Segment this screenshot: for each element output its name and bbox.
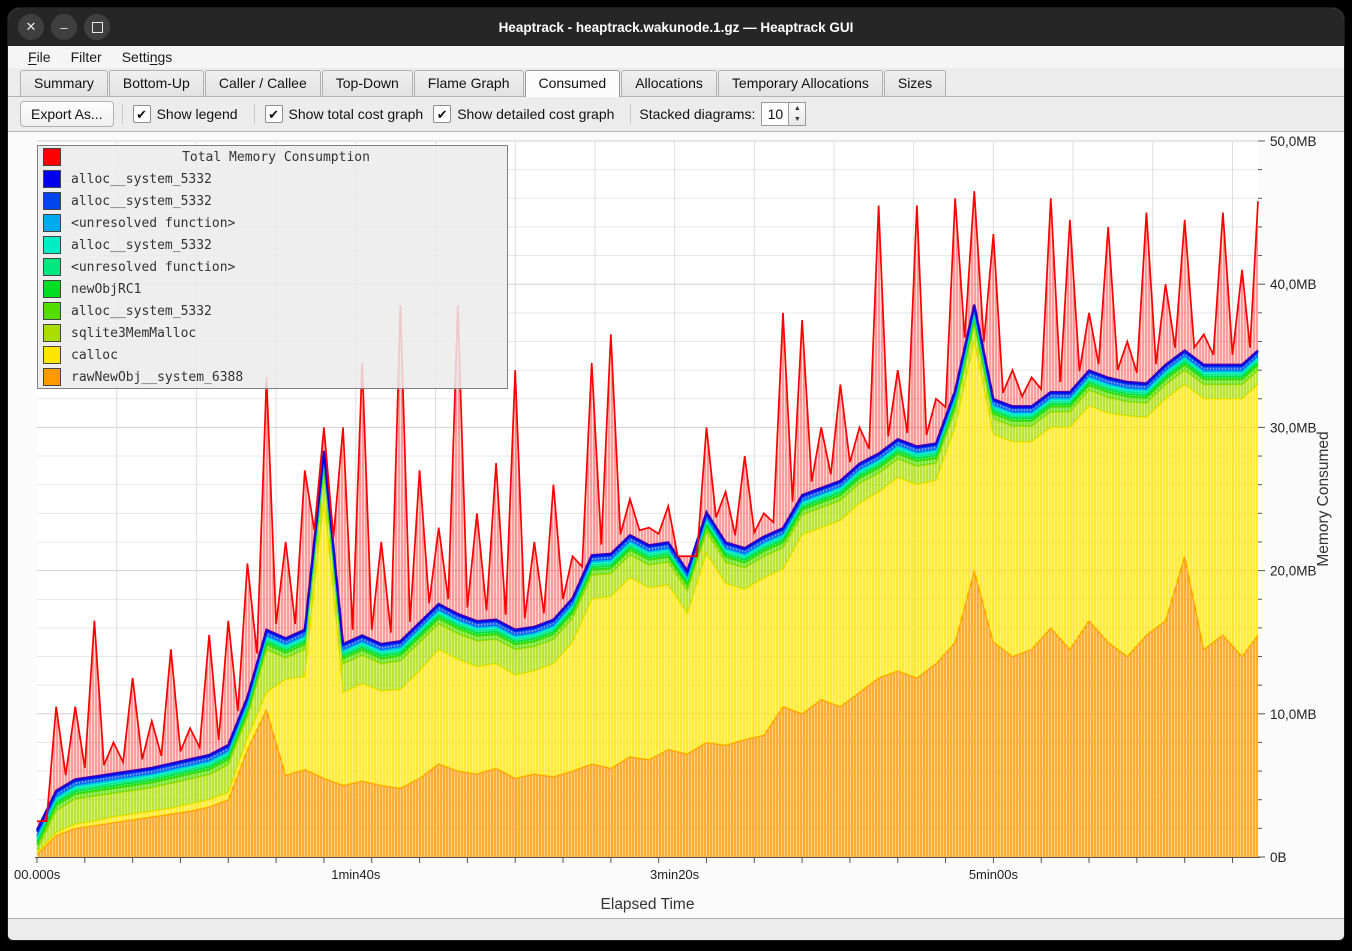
legend-item: sqlite3MemMalloc bbox=[38, 322, 507, 344]
spinner-up-icon[interactable]: ▲ bbox=[793, 105, 801, 112]
stacked-diagrams-spinner: 10 ▲ ▼ bbox=[761, 102, 807, 126]
axes: 00.000s 1min40s 3min20s 5min00s 0B 10,0MB 20,0… bbox=[14, 134, 1332, 913]
tab-allocations[interactable]: Allocations bbox=[621, 70, 717, 96]
x-axis-title: Elapsed Time bbox=[601, 896, 695, 913]
legend-swatch bbox=[43, 258, 61, 276]
close-button[interactable]: ✕ bbox=[18, 14, 44, 40]
legend-label: alloc__system_5332 bbox=[71, 193, 212, 209]
y-tick-label: 10,0MB bbox=[1270, 707, 1317, 722]
chart-area: 00.000s 1min40s 3min20s 5min00s 0B 10,0MB 20,0… bbox=[8, 131, 1344, 918]
checkmark-icon: ✔ bbox=[264, 105, 283, 123]
chart-legend: Total Memory Consumption alloc__system_53… bbox=[37, 145, 508, 389]
stacked-areas bbox=[35, 304, 1259, 857]
legend-item: calloc bbox=[38, 344, 507, 366]
area-calloc bbox=[37, 341, 1258, 855]
tab-bottom-up[interactable]: Bottom-Up bbox=[108, 70, 204, 96]
legend-item: rawNewObj__system_6388 bbox=[38, 366, 507, 388]
checkmark-icon: ✔ bbox=[132, 105, 151, 123]
spinner-down-icon[interactable]: ▼ bbox=[793, 116, 801, 123]
legend-swatch bbox=[43, 368, 61, 386]
legend-swatch bbox=[43, 346, 61, 364]
legend-label: Total Memory Consumption bbox=[182, 149, 370, 165]
legend-swatch bbox=[43, 192, 61, 210]
y-tick-label: 20,0MB bbox=[1270, 564, 1317, 579]
legend-swatch bbox=[43, 302, 61, 320]
legend-item: <unresolved function> bbox=[38, 212, 507, 234]
toolbar: Export As... ✔ Show legend ✔ Show total cos… bbox=[8, 97, 1344, 131]
legend-label: newObjRC1 bbox=[71, 281, 142, 297]
legend-label: alloc__system_5332 bbox=[71, 303, 212, 319]
legend-label: <unresolved function> bbox=[71, 215, 236, 231]
toolbar-separator bbox=[253, 104, 255, 124]
tab-temporary-allocations[interactable]: Temporary Allocations bbox=[717, 70, 883, 96]
checkbox-show-total-cost-graph[interactable]: ✔ Show total cost graph bbox=[264, 105, 424, 123]
tab-summary[interactable]: Summary bbox=[20, 70, 108, 96]
checkbox-show-detailed-cost-graph[interactable]: ✔ Show detailed cost graph bbox=[433, 105, 614, 123]
legend-swatch bbox=[43, 280, 61, 298]
window-controls: ✕ – bbox=[18, 14, 110, 40]
y-tick-label: 30,0MB bbox=[1270, 420, 1317, 435]
tab-top-down[interactable]: Top-Down bbox=[321, 70, 413, 96]
legend-label: alloc__system_5332 bbox=[71, 171, 212, 187]
toolbar-separator bbox=[121, 104, 123, 124]
tab-flame-graph[interactable]: Flame Graph bbox=[413, 70, 524, 96]
x-tick-label: 5min00s bbox=[969, 867, 1019, 882]
stacked-diagrams-label: Stacked diagrams: bbox=[639, 106, 756, 122]
y-axis-title: Memory Consumed bbox=[1315, 431, 1332, 566]
checkbox-show-legend[interactable]: ✔ Show legend bbox=[132, 105, 238, 123]
tab-bar: Summary Bottom-Up Caller / Callee Top-Down F… bbox=[8, 68, 1344, 97]
x-tick-label: 3min20s bbox=[650, 867, 700, 882]
legend-item: alloc__system_5332 bbox=[38, 300, 507, 322]
legend-item: alloc__system_5332 bbox=[38, 234, 507, 256]
maximize-icon bbox=[91, 21, 103, 33]
x-tick-label: 00.000s bbox=[14, 867, 61, 882]
legend-item: newObjRC1 bbox=[38, 278, 507, 300]
y-tick-label: 50,0MB bbox=[1270, 134, 1317, 149]
y-tick-label: 0B bbox=[1270, 850, 1287, 865]
toolbar-separator bbox=[630, 104, 632, 124]
area-rawnewobj-system-6388 bbox=[37, 556, 1258, 857]
legend-swatch bbox=[43, 214, 61, 232]
window-title: Heaptrack - heaptrack.wakunode.1.gz — He… bbox=[498, 19, 854, 35]
legend-swatch bbox=[43, 148, 61, 166]
checkbox-label: Show detailed cost graph bbox=[457, 106, 615, 122]
spinner-arrows: ▲ ▼ bbox=[788, 102, 807, 126]
tab-consumed[interactable]: Consumed bbox=[524, 70, 621, 97]
tab-caller-callee[interactable]: Caller / Callee bbox=[204, 70, 321, 96]
minimize-button[interactable]: – bbox=[51, 14, 77, 40]
legend-swatch bbox=[43, 324, 61, 342]
tab-sizes[interactable]: Sizes bbox=[883, 70, 947, 96]
total-consumption-area bbox=[37, 191, 1259, 831]
legend-label: alloc__system_5332 bbox=[71, 237, 212, 253]
legend-swatch bbox=[43, 170, 61, 188]
menu-item-settings[interactable]: Settings bbox=[121, 49, 173, 65]
menu-item-filter[interactable]: Filter bbox=[70, 49, 102, 65]
app-window: ✕ – Heaptrack - heaptrack.wakunode.1.gz … bbox=[8, 8, 1344, 940]
checkmark-icon: ✔ bbox=[433, 105, 452, 123]
legend-label: sqlite3MemMalloc bbox=[71, 325, 197, 341]
checkbox-label: Show legend bbox=[156, 106, 238, 122]
export-as-button[interactable]: Export As... bbox=[20, 101, 114, 127]
menu-bar: File Filter Settings bbox=[8, 46, 1344, 68]
maximize-button[interactable] bbox=[84, 14, 110, 40]
legend-item: <unresolved function> bbox=[38, 256, 507, 278]
x-tick-label: 1min40s bbox=[331, 867, 381, 882]
legend-label: rawNewObj__system_6388 bbox=[71, 369, 244, 385]
legend-swatch bbox=[43, 236, 61, 254]
title-bar[interactable]: ✕ – Heaptrack - heaptrack.wakunode.1.gz … bbox=[8, 8, 1344, 46]
legend-item: alloc__system_5332 bbox=[38, 190, 507, 212]
checkbox-label: Show total cost graph bbox=[288, 106, 424, 122]
menu-item-file[interactable]: File bbox=[28, 49, 51, 65]
area-sqlite3memmalloc bbox=[37, 324, 1258, 853]
status-bar bbox=[8, 918, 1344, 940]
legend-label: <unresolved function> bbox=[71, 259, 236, 275]
legend-label: calloc bbox=[71, 347, 118, 363]
legend-item: alloc__system_5332 bbox=[38, 168, 507, 190]
legend-title-row: Total Memory Consumption bbox=[38, 146, 507, 168]
stacked-diagrams-value[interactable]: 10 bbox=[761, 102, 789, 126]
y-tick-label: 40,0MB bbox=[1270, 277, 1317, 292]
